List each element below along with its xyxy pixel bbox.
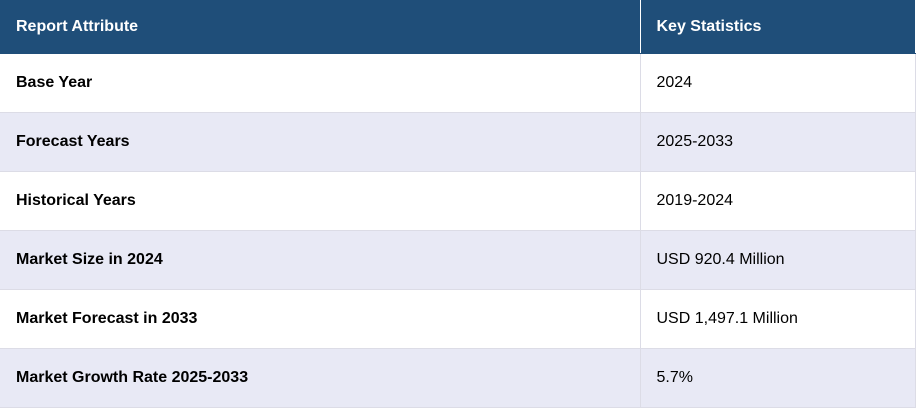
row-value: 2024 xyxy=(639,53,916,113)
table-row: Historical Years 2019-2024 xyxy=(0,171,916,231)
row-value: 5.7% xyxy=(639,348,916,408)
row-value: 2019-2024 xyxy=(639,171,916,231)
row-attribute: Base Year xyxy=(0,53,640,113)
table-row: Market Size in 2024 USD 920.4 Million xyxy=(0,230,916,290)
row-attribute: Market Growth Rate 2025-2033 xyxy=(0,348,640,408)
row-value: USD 920.4 Million xyxy=(639,230,916,290)
row-attribute: Forecast Years xyxy=(0,112,640,172)
row-attribute: Historical Years xyxy=(0,171,640,231)
table-header-row: Report Attribute Key Statistics xyxy=(0,0,915,54)
table-row: Market Growth Rate 2025-2033 5.7% xyxy=(0,348,916,408)
row-attribute: Market Forecast in 2033 xyxy=(0,289,640,349)
row-attribute: Market Size in 2024 xyxy=(0,230,640,290)
table-row: Market Forecast in 2033 USD 1,497.1 Mill… xyxy=(0,289,916,349)
header-key-statistics: Key Statistics xyxy=(639,0,915,54)
row-value: 2025-2033 xyxy=(639,112,916,172)
header-report-attribute: Report Attribute xyxy=(0,0,640,54)
table-row: Forecast Years 2025-2033 xyxy=(0,112,916,172)
row-value: USD 1,497.1 Million xyxy=(639,289,916,349)
table-row: Base Year 2024 xyxy=(0,53,916,113)
